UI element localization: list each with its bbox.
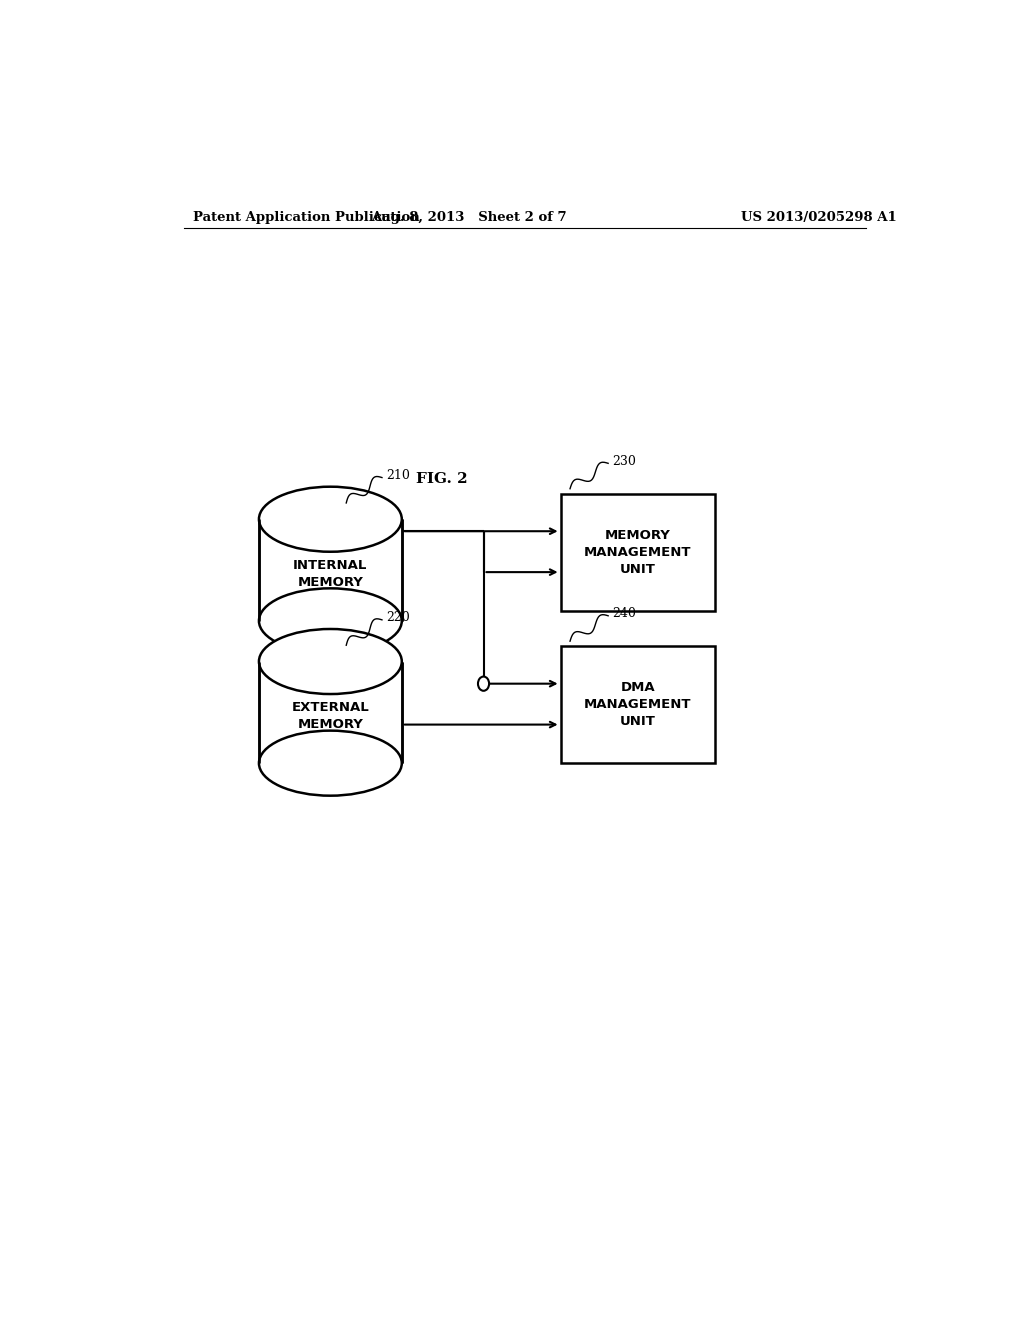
- Text: 230: 230: [612, 455, 636, 467]
- Bar: [259, 519, 401, 620]
- Ellipse shape: [259, 630, 401, 694]
- Ellipse shape: [259, 589, 401, 653]
- Text: 220: 220: [386, 611, 410, 624]
- Circle shape: [478, 677, 489, 690]
- Text: 210: 210: [386, 469, 410, 482]
- Text: EXTERNAL
MEMORY: EXTERNAL MEMORY: [292, 701, 370, 731]
- Text: Aug. 8, 2013   Sheet 2 of 7: Aug. 8, 2013 Sheet 2 of 7: [372, 211, 567, 224]
- Text: Patent Application Publication: Patent Application Publication: [194, 211, 420, 224]
- Text: 240: 240: [612, 607, 636, 620]
- Bar: [560, 647, 715, 763]
- Text: DMA
MANAGEMENT
UNIT: DMA MANAGEMENT UNIT: [584, 681, 691, 729]
- Text: INTERNAL
MEMORY: INTERNAL MEMORY: [293, 560, 368, 589]
- Bar: [560, 494, 715, 611]
- Ellipse shape: [259, 487, 401, 552]
- Bar: [259, 661, 401, 763]
- Ellipse shape: [259, 731, 401, 796]
- Text: MEMORY
MANAGEMENT
UNIT: MEMORY MANAGEMENT UNIT: [584, 529, 691, 576]
- Text: US 2013/0205298 A1: US 2013/0205298 A1: [740, 211, 896, 224]
- Text: FIG. 2: FIG. 2: [416, 471, 467, 486]
